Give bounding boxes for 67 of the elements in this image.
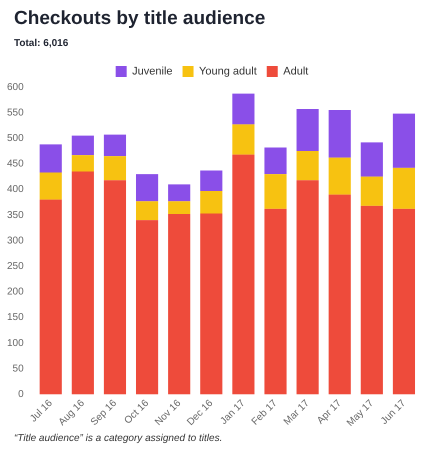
y-tick-label: 250 — [6, 261, 24, 272]
bar — [136, 174, 158, 202]
bar — [232, 124, 254, 155]
y-tick-label: 600 — [6, 82, 24, 93]
y-tick-label: 400 — [6, 184, 24, 196]
y-tick-label: 150 — [6, 312, 24, 324]
legend-label: Adult — [283, 66, 308, 78]
x-tick-label: Oct 16 — [122, 398, 152, 426]
y-tick-label: 100 — [6, 338, 24, 349]
bar — [72, 155, 94, 172]
bar — [200, 170, 222, 191]
x-tick-label: Feb 17 — [250, 398, 280, 428]
y-tick-label: 0 — [18, 389, 24, 400]
bar — [104, 156, 126, 180]
bar — [360, 206, 383, 394]
y-tick-label: 50 — [12, 363, 24, 374]
bar — [232, 94, 254, 124]
x-tick-label: Nov 16 — [153, 398, 184, 428]
chart-subtitle: Total: 6,016 — [14, 38, 68, 49]
x-tick-label: Sep 16 — [88, 398, 120, 428]
bar — [168, 201, 190, 214]
bar — [264, 147, 287, 174]
bar — [200, 190, 222, 214]
x-tick-label: May 17 — [344, 398, 376, 429]
x-tick-label: Mar 17 — [282, 398, 312, 428]
bar — [296, 151, 319, 180]
y-tick-label: 500 — [6, 132, 24, 144]
bar — [264, 208, 287, 394]
bar — [104, 134, 126, 156]
bar — [296, 180, 319, 394]
bar — [104, 180, 126, 394]
bar — [232, 154, 254, 394]
legend-label: Juvenile — [132, 66, 173, 78]
bar — [328, 158, 351, 195]
bar — [168, 184, 190, 202]
bar — [264, 174, 287, 209]
bar — [392, 208, 416, 394]
x-tick-label: Jun 17 — [379, 398, 408, 427]
text: “Title audience” is a category assigned to titles. — [14, 433, 222, 444]
bar — [328, 194, 351, 394]
bar — [72, 136, 94, 156]
x-tick-label: Dec 16 — [185, 398, 216, 428]
bar — [136, 201, 158, 220]
bar — [136, 220, 158, 394]
x-tick-label: Jan 17 — [218, 398, 248, 427]
bar — [168, 214, 190, 394]
bar — [40, 200, 62, 394]
bar — [360, 142, 383, 177]
bar — [296, 109, 319, 152]
y-tick-label: 450 — [6, 158, 24, 170]
x-tick-label: Aug 16 — [56, 398, 88, 428]
bar — [200, 214, 222, 394]
bar — [40, 144, 62, 173]
y-tick-label: 300 — [6, 235, 24, 246]
bar — [392, 114, 416, 168]
y-tick-label: 550 — [6, 107, 24, 118]
bar — [328, 110, 351, 158]
y-tick-label: 200 — [6, 286, 24, 298]
bar — [72, 172, 94, 394]
y-tick-label: 350 — [6, 210, 24, 221]
x-tick-label: Apr 17 — [315, 398, 344, 426]
chart-title: Checkouts by title audience — [14, 8, 266, 30]
bar — [360, 176, 383, 206]
bar — [392, 168, 416, 209]
bar — [40, 172, 62, 200]
x-tick-label: Jul 16 — [28, 398, 56, 425]
legend-label: Young adult — [199, 66, 257, 78]
